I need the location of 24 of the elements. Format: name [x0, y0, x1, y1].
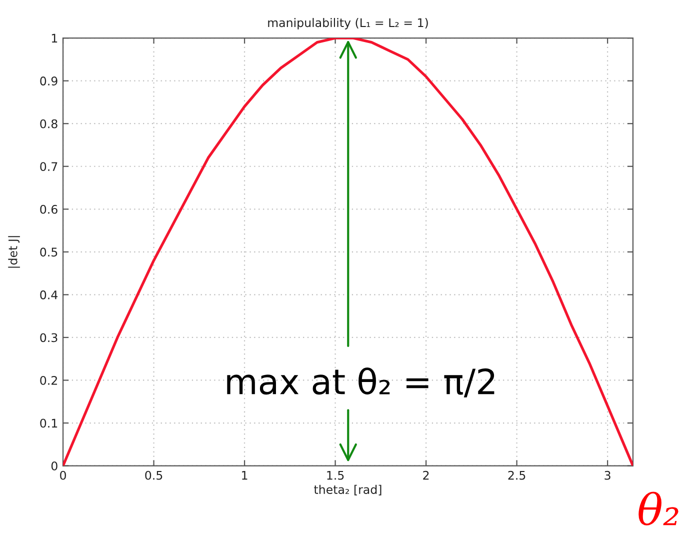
text: θ₂ — [638, 492, 678, 526]
annotation: max at θ₂ = π/2 — [227, 367, 494, 398]
y-tick-label: 1 — [52, 34, 58, 43]
line-series — [63, 38, 633, 466]
x-tick-label: 1 — [242, 471, 248, 480]
x-tick-label: 2.5 — [508, 470, 526, 480]
chart-title: manipulability (L₁ = L₂ = 1) — [268, 18, 428, 30]
x-axis-title: theta₂ [rad] — [314, 484, 382, 496]
y-tick-label: 0.1 — [40, 418, 58, 428]
y-axis-title: |det J| — [8, 236, 20, 268]
y-tick-label: 0.6 — [40, 204, 58, 214]
y-tick-label: 0.7 — [40, 162, 58, 172]
x-tick-label: 0.5 — [145, 470, 162, 480]
y-tick-label: 0.9 — [40, 76, 58, 86]
x-tick-label: 2 — [423, 470, 429, 480]
y-tick-label: 0.4 — [40, 290, 58, 300]
y-tick-label: 0.5 — [40, 248, 58, 257]
x-tick-label: 0 — [60, 470, 66, 480]
x-tick-label: 3 — [604, 470, 610, 480]
y-tick-label: 0.2 — [40, 376, 57, 385]
x-tick-label: 1.5 — [327, 471, 344, 480]
y-tick-label: 0.8 — [40, 119, 58, 128]
y-tick-label: 0.3 — [40, 333, 58, 342]
y-tick-label: 0 — [51, 462, 58, 470]
